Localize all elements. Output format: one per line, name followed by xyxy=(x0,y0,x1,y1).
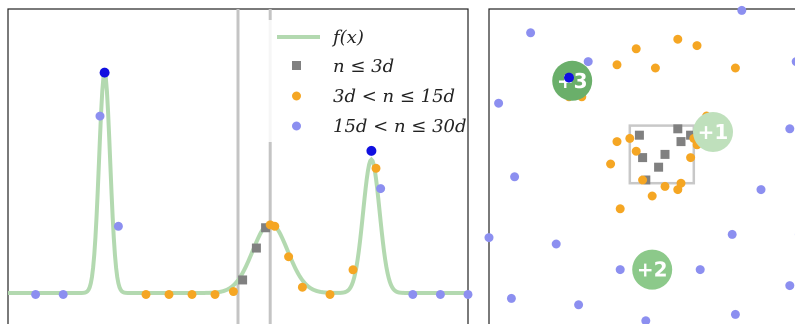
badges: +3+1+2 xyxy=(552,60,733,290)
left-dot-point-2-0 xyxy=(228,287,238,297)
right-dot-point-2-7 xyxy=(756,185,766,195)
right-square-point-0-4 xyxy=(676,137,686,147)
right-highlight-point-0 xyxy=(564,72,574,83)
left-dot-point-2-8 xyxy=(141,289,151,299)
right-dot-point-2-5 xyxy=(785,124,795,134)
right-dot-point-2-12 xyxy=(615,265,625,275)
right-chart: +3+1+2 xyxy=(484,5,795,324)
right-dot-point-2-10 xyxy=(727,229,737,239)
left-highlight-point-4-1 xyxy=(366,145,377,156)
left-chart-marks xyxy=(31,67,473,299)
left-dot-point-3-7 xyxy=(463,289,473,299)
legend-swatch-square xyxy=(292,61,301,70)
selection-box xyxy=(628,124,696,185)
right-dot-point-2-1 xyxy=(526,28,536,38)
left-dot-point-2-6 xyxy=(348,265,358,275)
right-dot-point-1-1 xyxy=(673,34,683,44)
left-dot-point-3-6 xyxy=(435,289,445,299)
right-dot-point-2-4 xyxy=(494,98,504,108)
right-dot-point-2-18 xyxy=(730,309,740,319)
badge-label-2: +1 xyxy=(698,120,729,144)
legend: f(x) n ≤ 3d 3d < n ≤ 15d 15d < n ≤ 30d xyxy=(268,20,467,142)
right-dot-point-2-0 xyxy=(737,5,747,15)
legend-swatch-orange-dot xyxy=(292,91,301,101)
right-dot-point-1-15 xyxy=(686,153,696,163)
left-dot-point-2-3 xyxy=(284,252,294,262)
right-dot-point-2-6 xyxy=(510,172,520,182)
left-dot-point-2-11 xyxy=(210,289,220,299)
right-dot-point-1-21 xyxy=(615,204,625,214)
right-dot-point-1-3 xyxy=(612,60,622,70)
legend-label-15d-30d: 15d < n ≤ 30d xyxy=(333,116,467,137)
right-dot-point-1-5 xyxy=(730,63,740,73)
legend-label-3d-15d: 3d < n ≤ 15d xyxy=(333,86,455,107)
right-dot-point-1-9 xyxy=(625,133,635,143)
left-dot-point-3-5 xyxy=(408,289,418,299)
legend-label-f-x: f(x) xyxy=(331,27,364,48)
left-square-point-1-0 xyxy=(238,275,248,285)
right-square-point-0-6 xyxy=(686,130,696,140)
right-chart-frame xyxy=(488,8,795,324)
left-highlight-point-4-0 xyxy=(99,67,110,78)
right-square-point-0-5 xyxy=(673,124,683,134)
badge-circle-3 xyxy=(632,249,673,290)
right-dot-point-1-23 xyxy=(638,175,648,185)
left-square-point-1-2 xyxy=(261,223,271,233)
legend-background xyxy=(268,20,464,142)
left-dot-point-2-2 xyxy=(270,221,280,231)
right-dot-point-2-17 xyxy=(641,316,651,324)
right-dot-point-2-16 xyxy=(574,300,584,310)
right-dot-point-1-0 xyxy=(631,44,641,54)
right-dot-point-2-14 xyxy=(785,281,795,291)
right-dot-point-2-9 xyxy=(551,239,561,249)
curve-f-x xyxy=(8,72,468,295)
legend-label-n-le-3d: n ≤ 3d xyxy=(333,56,394,77)
badge-circle-2 xyxy=(693,112,733,152)
right-square-point-0-1 xyxy=(638,153,648,163)
left-dot-point-2-10 xyxy=(187,289,197,299)
right-dot-point-1-16 xyxy=(631,146,641,156)
left-dot-point-3-4 xyxy=(376,184,386,194)
right-square-point-0-2 xyxy=(654,162,664,172)
right-dot-point-1-2 xyxy=(692,41,702,51)
right-dot-point-1-8 xyxy=(612,137,622,147)
left-dot-point-3-2 xyxy=(95,111,105,121)
left-dot-point-2-4 xyxy=(297,282,307,292)
right-dot-point-2-8 xyxy=(484,233,494,243)
left-dot-point-2-5 xyxy=(325,289,335,299)
left-square-point-1-1 xyxy=(251,243,261,253)
right-dot-point-1-4 xyxy=(650,63,660,73)
right-dot-point-1-17 xyxy=(606,159,616,169)
badge-label-3: +2 xyxy=(637,258,668,282)
left-dot-point-2-7 xyxy=(371,163,381,173)
legend-swatch-blue-dot xyxy=(292,121,301,131)
right-dot-point-1-20 xyxy=(647,191,657,201)
right-dot-point-2-13 xyxy=(695,265,705,275)
right-square-point-0-0 xyxy=(634,130,644,140)
left-dot-point-3-0 xyxy=(31,289,41,299)
right-dot-point-2-15 xyxy=(506,293,516,303)
left-dot-point-3-1 xyxy=(58,289,68,299)
left-dot-point-2-9 xyxy=(164,289,174,299)
right-dot-point-2-2 xyxy=(791,57,795,66)
left-dot-point-3-3 xyxy=(113,221,123,231)
right-dot-point-1-22 xyxy=(676,178,686,188)
right-dot-point-1-19 xyxy=(660,181,670,191)
left-chart: f(x) n ≤ 3d 3d < n ≤ 15d 15d < n ≤ 30d xyxy=(7,8,473,324)
right-dot-point-2-3 xyxy=(583,57,593,67)
right-square-point-0-3 xyxy=(660,149,670,159)
